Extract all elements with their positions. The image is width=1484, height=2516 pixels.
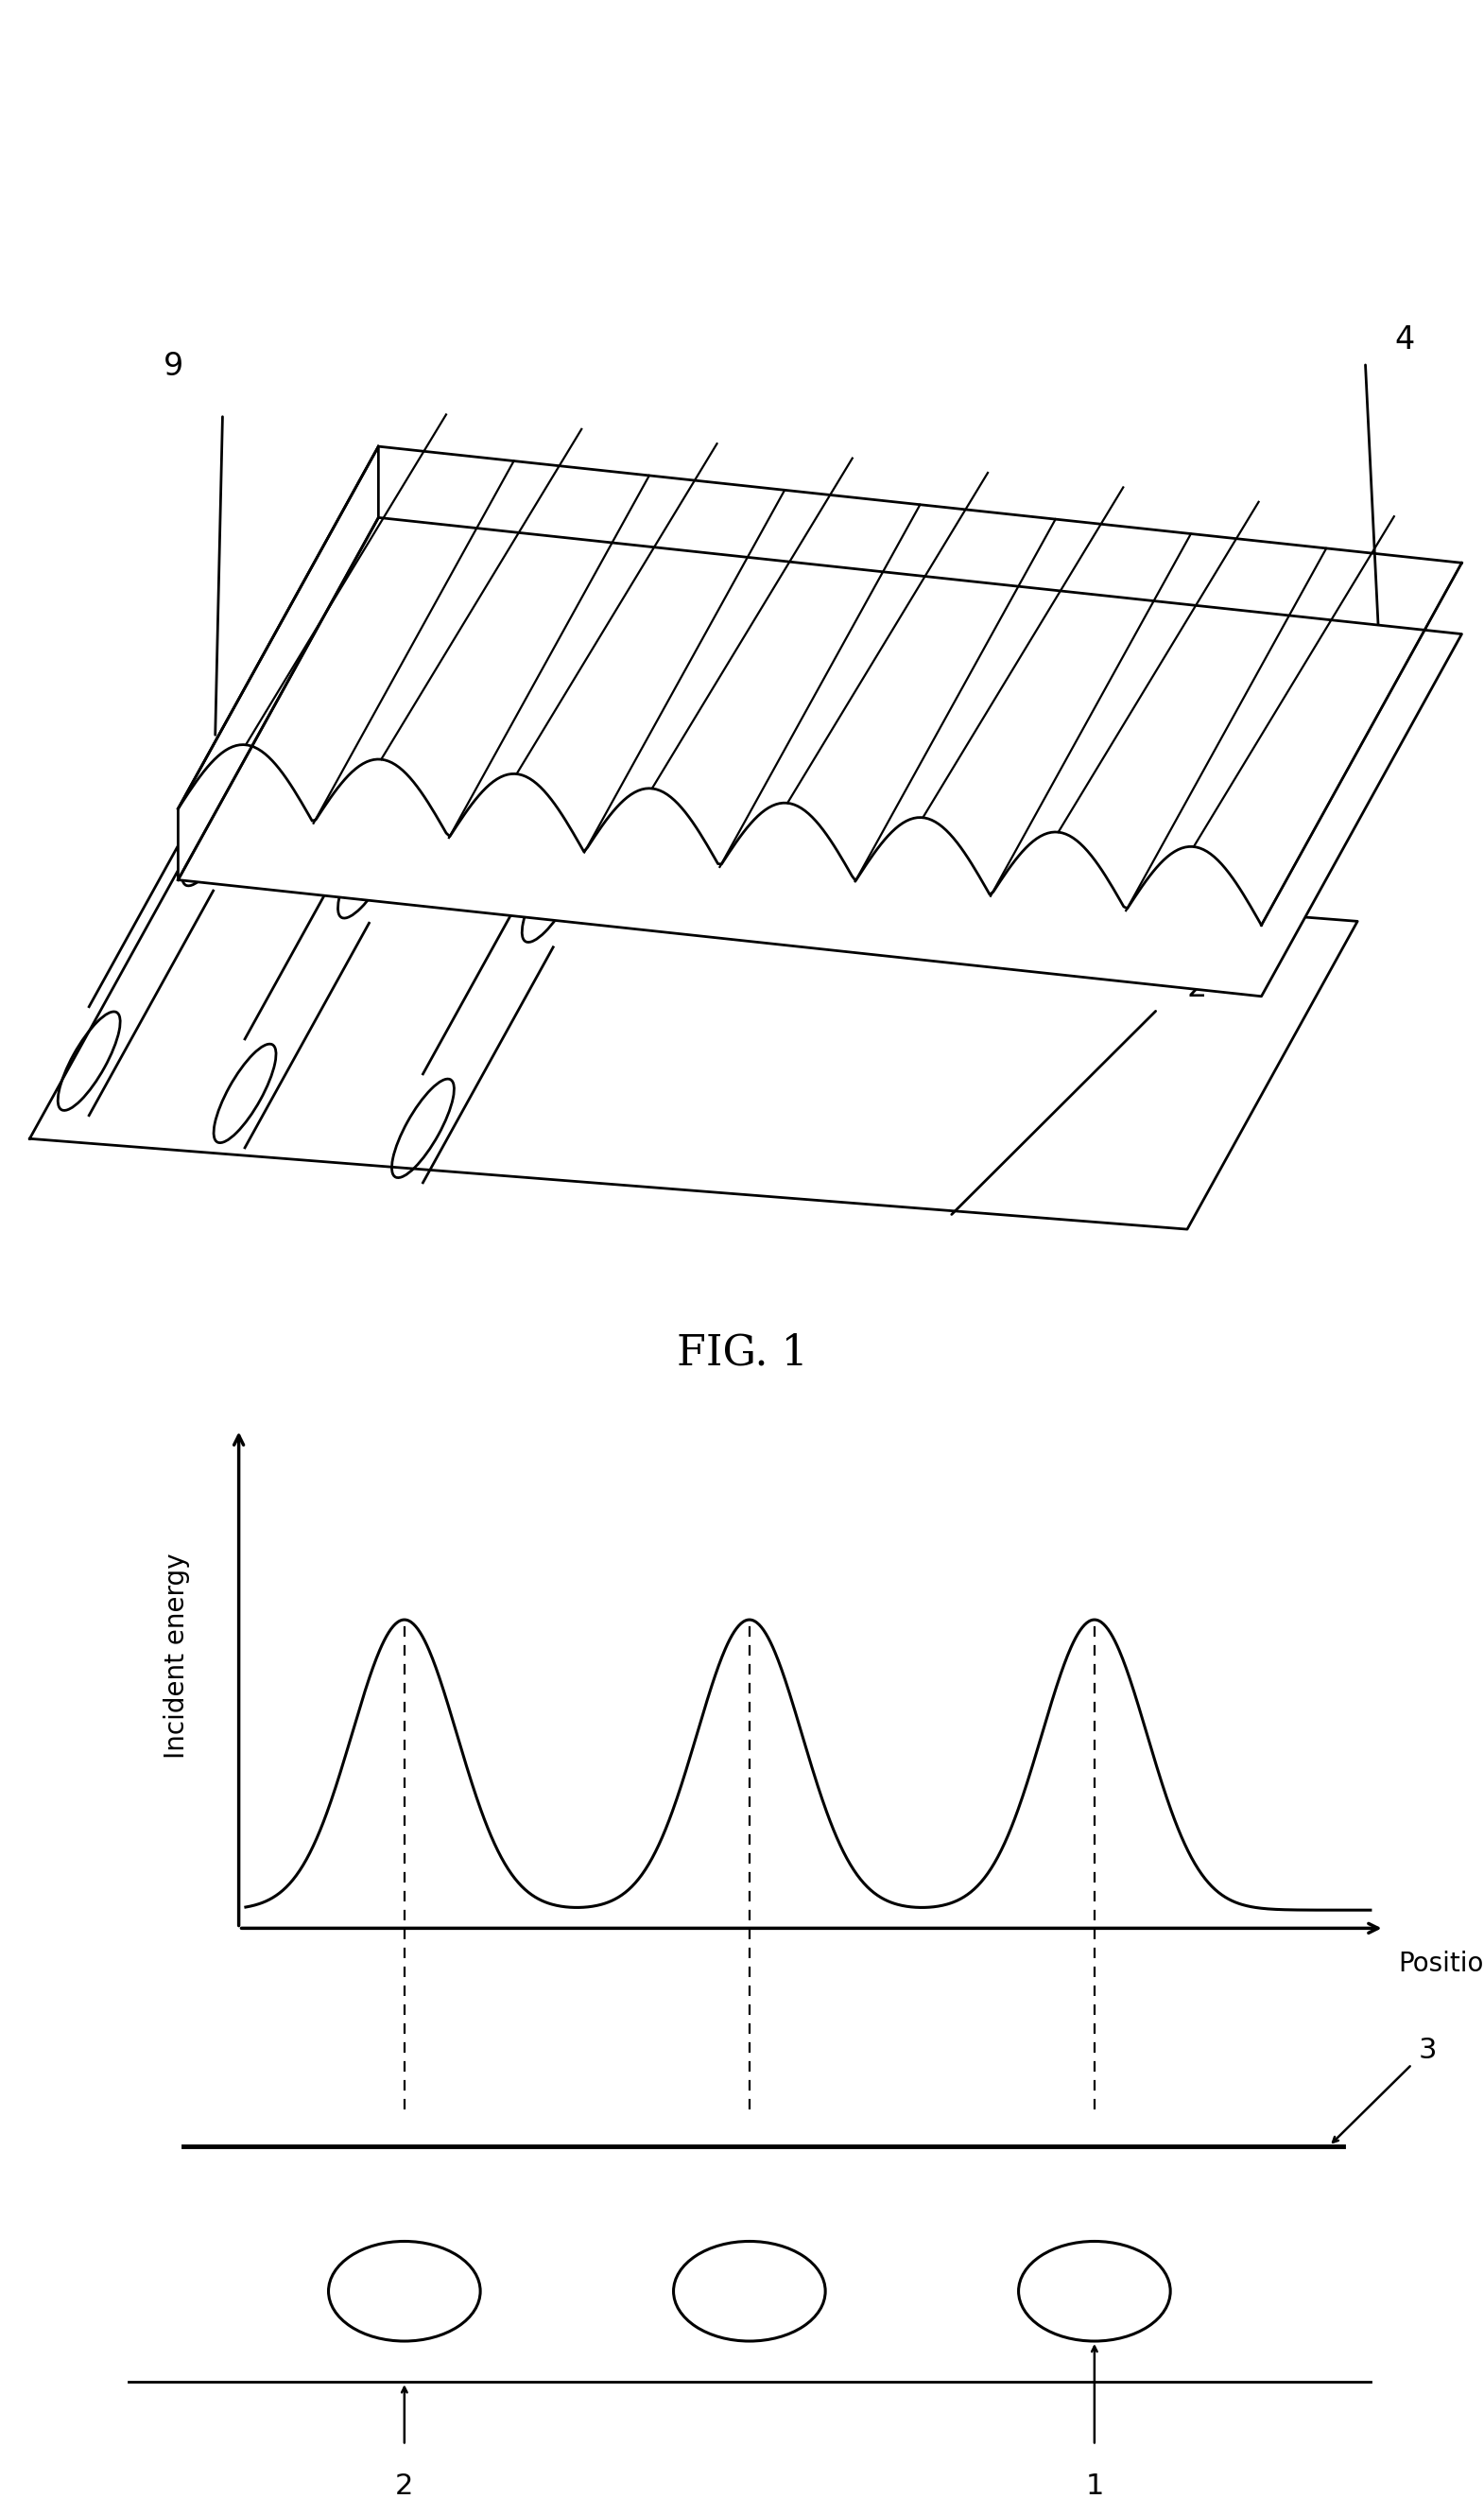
Ellipse shape [522,843,585,941]
Polygon shape [178,518,1462,996]
Text: 1: 1 [1085,2473,1104,2501]
Polygon shape [178,445,378,881]
Text: Incident energy: Incident energy [163,1552,190,1759]
Text: Position: Position [1398,1950,1484,1978]
Text: 1: 1 [1276,712,1297,745]
Text: 2: 2 [1187,971,1208,1004]
Text: 2: 2 [395,2473,414,2501]
Ellipse shape [183,788,245,886]
Text: 4: 4 [1395,325,1416,355]
Text: 3: 3 [1419,2038,1437,2066]
Text: 9: 9 [163,350,184,382]
Ellipse shape [338,820,401,918]
Text: FIG. 1: FIG. 1 [677,1333,807,1374]
Polygon shape [30,830,1358,1230]
